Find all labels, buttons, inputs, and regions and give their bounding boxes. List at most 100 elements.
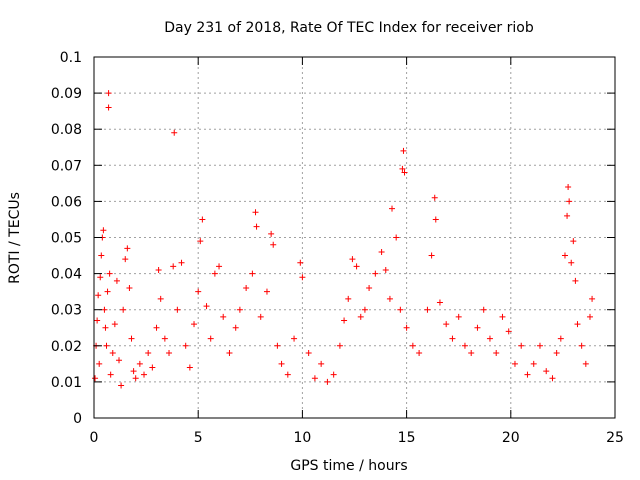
x-tick-label: 15 — [398, 430, 416, 446]
data-point — [109, 350, 116, 357]
data-point — [96, 360, 103, 367]
data-point — [111, 321, 118, 328]
data-point — [186, 364, 193, 371]
data-point — [122, 256, 129, 263]
data-point — [524, 371, 531, 378]
data-point — [107, 371, 114, 378]
data-point — [141, 371, 148, 378]
data-point — [252, 209, 259, 216]
data-point — [270, 241, 277, 248]
data-point — [401, 169, 408, 176]
data-point — [536, 342, 543, 349]
data-point — [171, 129, 178, 136]
data-point — [116, 357, 123, 364]
data-point — [341, 317, 348, 324]
data-point — [105, 90, 112, 97]
x-axis-label: GPS time / hours — [290, 458, 407, 474]
data-point — [166, 350, 173, 357]
data-point — [100, 227, 107, 234]
data-point — [170, 263, 177, 270]
data-point — [284, 371, 291, 378]
data-point — [586, 313, 593, 320]
data-point — [499, 313, 506, 320]
data-point — [263, 288, 270, 295]
y-tick-label: 0.06 — [51, 194, 82, 210]
data-point — [409, 342, 416, 349]
data-point — [570, 238, 577, 245]
data-point — [274, 342, 281, 349]
data-point — [297, 259, 304, 266]
data-point — [424, 306, 431, 313]
data-point — [372, 270, 379, 277]
data-point — [92, 375, 99, 382]
data-point — [549, 375, 556, 382]
y-axis-label: ROTI / TECUs — [7, 192, 23, 284]
y-tick-label: 0.03 — [51, 303, 82, 319]
chart-title: Day 231 of 2018, Rate Of TEC Index for r… — [164, 20, 534, 36]
data-point — [291, 335, 298, 342]
data-point — [113, 277, 120, 284]
data-point — [345, 295, 352, 302]
data-point — [199, 216, 206, 223]
data-point — [178, 259, 185, 266]
data-point — [324, 378, 331, 385]
data-point — [393, 234, 400, 241]
data-point — [386, 295, 393, 302]
data-point — [480, 306, 487, 313]
y-tick-label: 0 — [73, 411, 82, 427]
data-point — [103, 342, 110, 349]
y-tick-label: 0.07 — [51, 158, 82, 174]
data-point — [505, 328, 512, 335]
x-tick-label: 10 — [293, 430, 311, 446]
data-point — [226, 350, 233, 357]
data-point — [128, 335, 135, 342]
data-point — [153, 324, 160, 331]
data-point — [357, 313, 364, 320]
data-point — [397, 306, 404, 313]
y-tick-label: 0.01 — [51, 375, 82, 391]
data-point — [299, 274, 306, 281]
data-point — [124, 245, 131, 252]
data-points — [92, 90, 596, 389]
data-point — [543, 368, 550, 375]
data-point — [149, 364, 156, 371]
data-point — [136, 360, 143, 367]
data-point — [557, 335, 564, 342]
data-point — [486, 335, 493, 342]
data-point — [268, 230, 275, 237]
data-point — [278, 360, 285, 367]
data-point — [511, 360, 518, 367]
data-point — [94, 317, 101, 324]
data-point — [389, 205, 396, 212]
data-point — [132, 375, 139, 382]
data-point — [257, 313, 264, 320]
data-point — [572, 277, 579, 284]
data-point — [220, 313, 227, 320]
data-point — [232, 324, 239, 331]
data-point — [400, 147, 407, 154]
data-point — [195, 288, 202, 295]
data-point — [104, 288, 111, 295]
data-point — [318, 360, 325, 367]
data-point — [145, 350, 152, 357]
data-point — [561, 252, 568, 259]
data-point — [157, 295, 164, 302]
data-point — [366, 285, 373, 292]
data-point — [416, 350, 423, 357]
x-tick-label: 0 — [90, 430, 99, 446]
data-point — [530, 360, 537, 367]
grid-lines — [94, 57, 615, 418]
data-point — [97, 274, 104, 281]
y-tick-label: 0.09 — [51, 86, 82, 102]
data-point — [574, 321, 581, 328]
data-point — [582, 360, 589, 367]
data-point — [336, 342, 343, 349]
data-point — [120, 306, 127, 313]
data-point — [564, 212, 571, 219]
data-point — [403, 324, 410, 331]
data-point — [443, 321, 450, 328]
data-point — [382, 266, 389, 273]
x-tick-label: 20 — [502, 430, 520, 446]
data-point — [155, 266, 162, 273]
data-point — [565, 183, 572, 190]
